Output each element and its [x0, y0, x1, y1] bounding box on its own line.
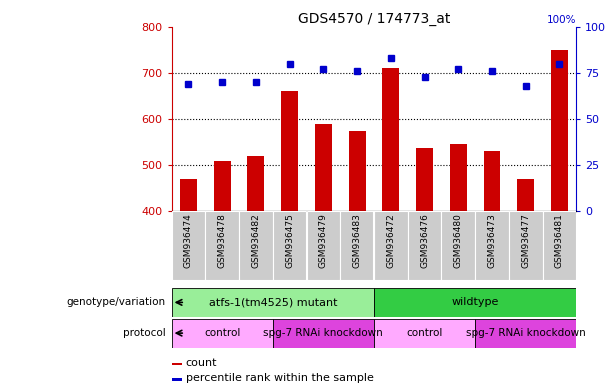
- Bar: [374, 288, 576, 317]
- Text: percentile rank within the sample: percentile rank within the sample: [186, 373, 374, 383]
- Text: GSM936473: GSM936473: [487, 213, 497, 268]
- Text: GSM936480: GSM936480: [454, 213, 463, 268]
- Bar: [340, 211, 374, 280]
- Bar: [248, 156, 264, 211]
- Text: GSM936477: GSM936477: [521, 213, 530, 268]
- Text: control: control: [204, 328, 240, 338]
- Bar: [484, 151, 500, 211]
- Bar: [374, 211, 408, 280]
- Bar: [543, 211, 576, 280]
- Text: spg-7 RNAi knockdown: spg-7 RNAi knockdown: [264, 328, 383, 338]
- Bar: [172, 319, 273, 348]
- Text: GSM936475: GSM936475: [285, 213, 294, 268]
- Bar: [172, 378, 182, 381]
- Bar: [180, 179, 197, 211]
- Text: GSM936482: GSM936482: [251, 213, 261, 268]
- Text: control: control: [406, 328, 443, 338]
- Bar: [441, 211, 475, 280]
- Bar: [306, 211, 340, 280]
- Bar: [281, 91, 298, 211]
- Text: wildtype: wildtype: [451, 297, 499, 308]
- Text: count: count: [186, 358, 217, 367]
- Bar: [273, 319, 374, 348]
- Bar: [172, 288, 374, 317]
- Bar: [509, 211, 543, 280]
- Text: 100%: 100%: [547, 15, 576, 25]
- Bar: [383, 68, 399, 211]
- Bar: [239, 211, 273, 280]
- Text: GSM936479: GSM936479: [319, 213, 328, 268]
- Bar: [172, 211, 205, 280]
- Title: GDS4570 / 174773_at: GDS4570 / 174773_at: [298, 12, 450, 26]
- Bar: [172, 362, 182, 365]
- Text: GSM936481: GSM936481: [555, 213, 564, 268]
- Bar: [416, 148, 433, 211]
- Text: GSM936472: GSM936472: [386, 213, 395, 268]
- Bar: [551, 50, 568, 211]
- Text: GSM936483: GSM936483: [352, 213, 362, 268]
- Bar: [475, 211, 509, 280]
- Text: GSM936476: GSM936476: [420, 213, 429, 268]
- Bar: [214, 161, 230, 211]
- Bar: [517, 179, 534, 211]
- Bar: [408, 211, 441, 280]
- Bar: [374, 319, 475, 348]
- Text: GSM936478: GSM936478: [218, 213, 227, 268]
- Text: protocol: protocol: [123, 328, 166, 338]
- Bar: [273, 211, 306, 280]
- Text: GSM936474: GSM936474: [184, 213, 193, 268]
- Text: atfs-1(tm4525) mutant: atfs-1(tm4525) mutant: [208, 297, 337, 308]
- Bar: [205, 211, 239, 280]
- Bar: [349, 131, 365, 211]
- Bar: [450, 144, 466, 211]
- Bar: [315, 124, 332, 211]
- Text: spg-7 RNAi knockdown: spg-7 RNAi knockdown: [466, 328, 585, 338]
- Bar: [475, 319, 576, 348]
- Text: genotype/variation: genotype/variation: [66, 297, 166, 308]
